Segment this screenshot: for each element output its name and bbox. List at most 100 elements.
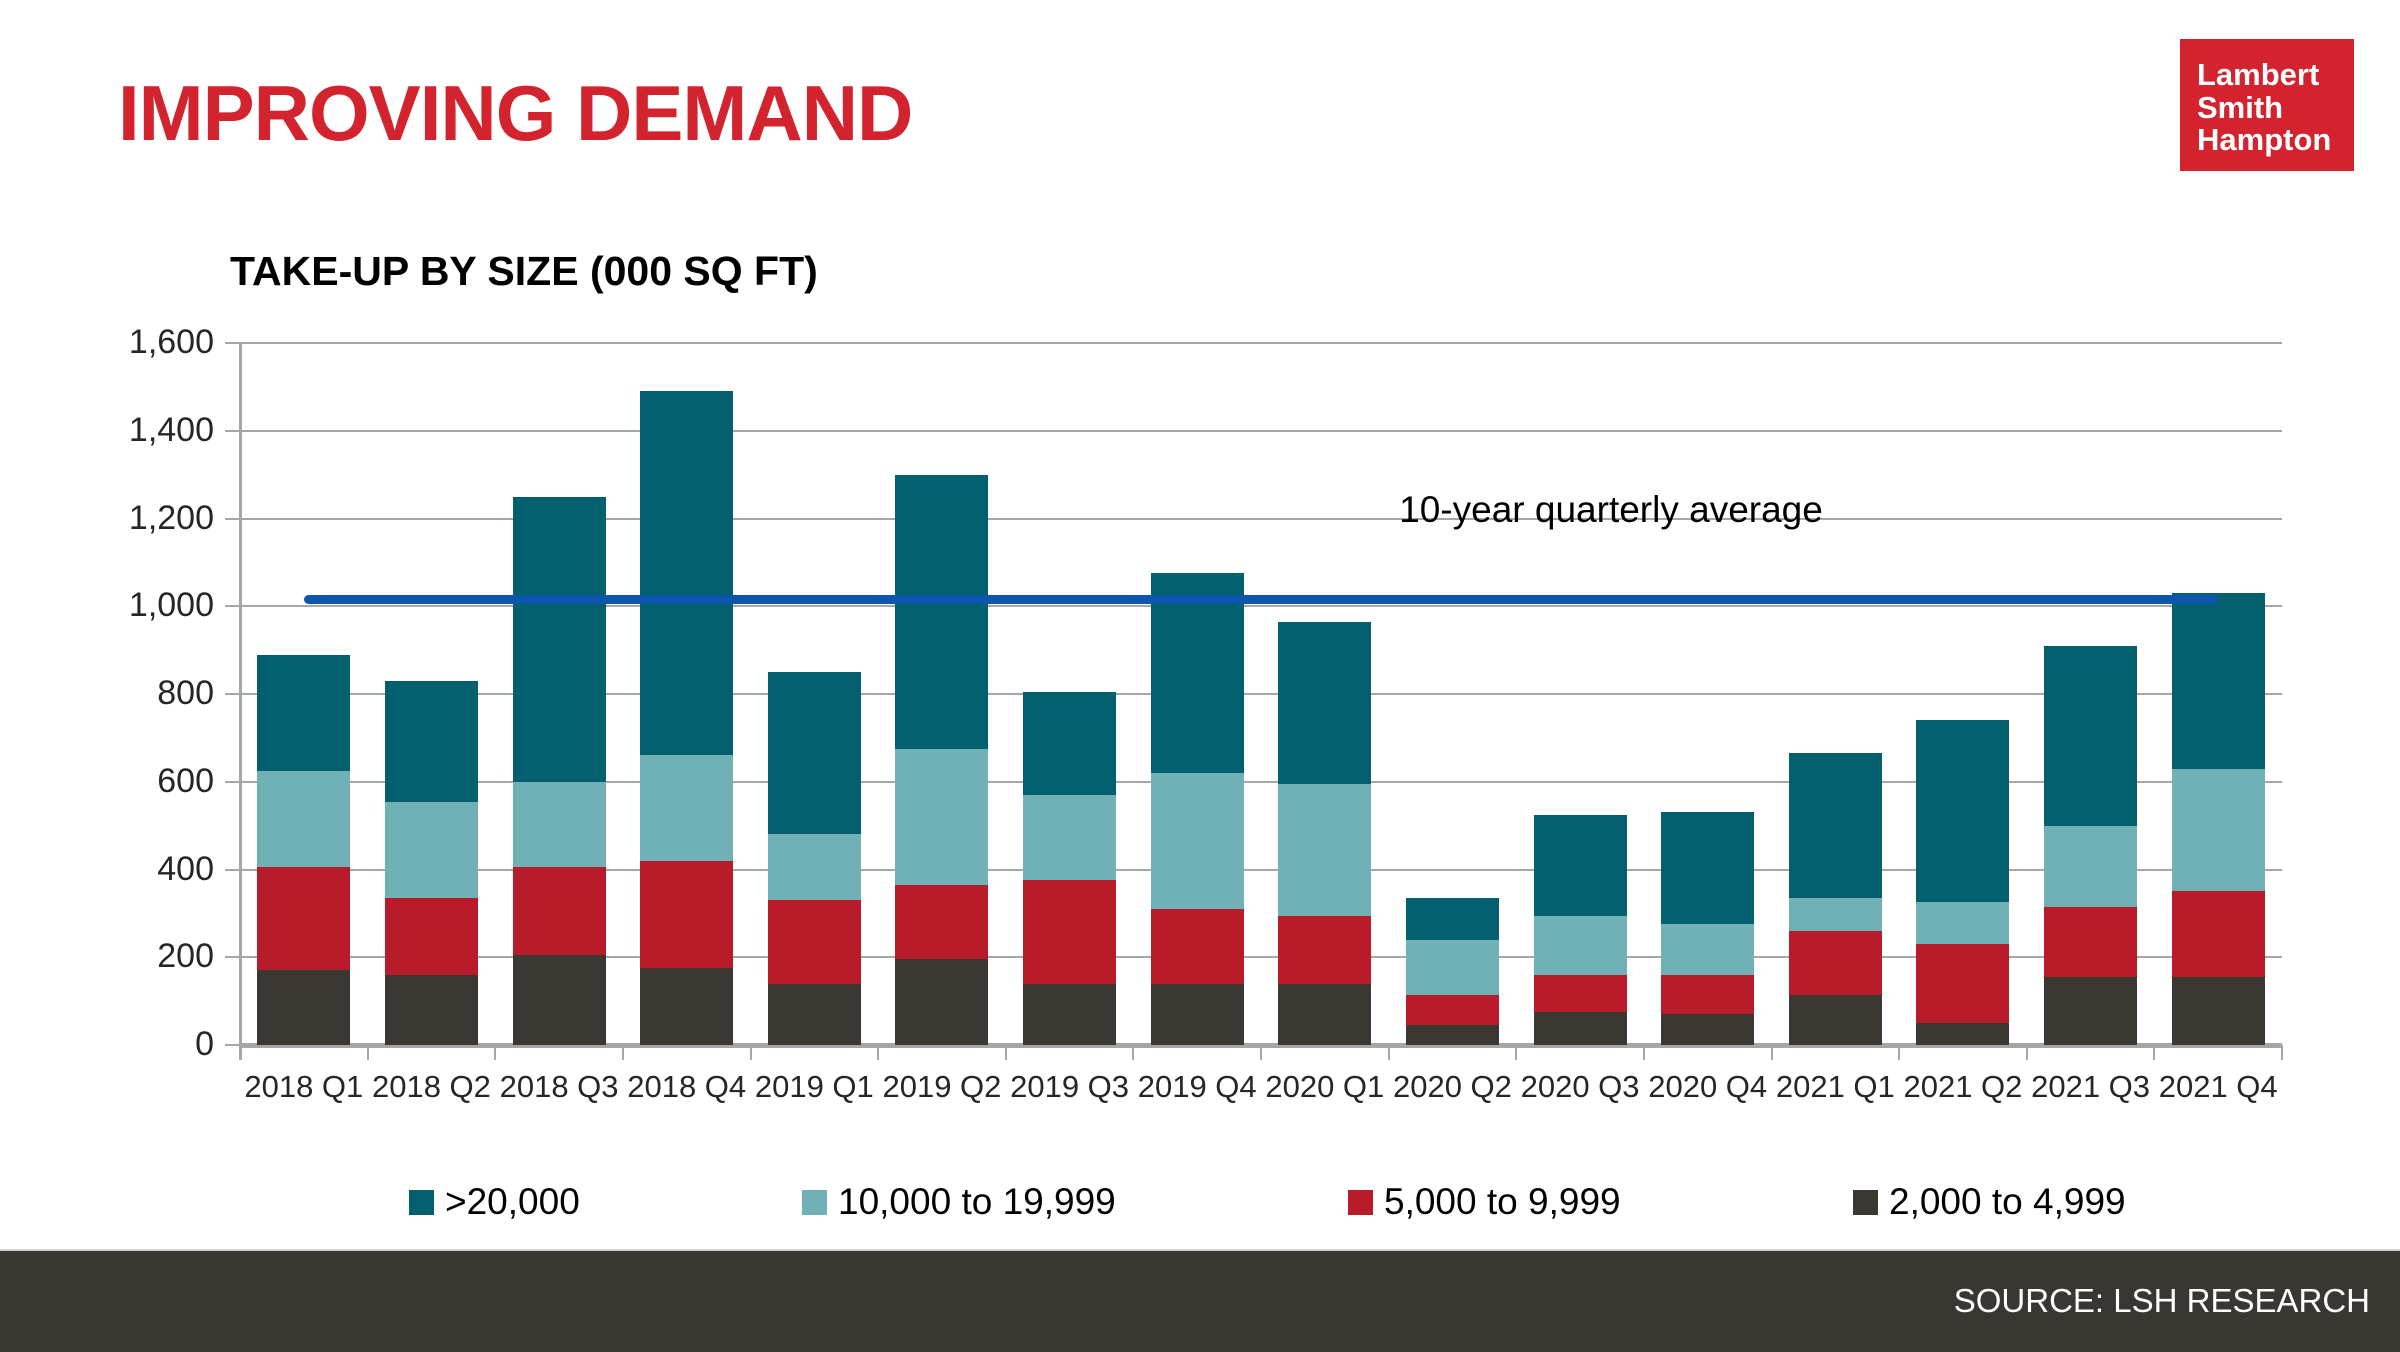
average-line	[303, 595, 2219, 605]
y-tick	[225, 605, 240, 608]
legend-swatch-4	[1853, 1189, 1878, 1215]
x-tick	[749, 1045, 752, 1060]
gridline	[240, 780, 2282, 783]
x-axis-label: 2020 Q4	[1648, 1069, 1768, 1104]
legend-item: 2,000 to 4,999	[1853, 1180, 2126, 1224]
bar-segment	[1788, 753, 1882, 899]
y-axis-label: 1,200	[128, 498, 214, 537]
x-tick	[1260, 1045, 1262, 1060]
bar-segment	[767, 672, 861, 835]
bar-segment	[1023, 794, 1117, 881]
x-tick	[366, 1045, 369, 1060]
bar-segment	[1788, 898, 1882, 931]
x-tick	[1770, 1045, 1773, 1060]
legend-swatch-2	[802, 1189, 827, 1215]
bar-segment	[1150, 773, 1244, 909]
bar-segment	[1916, 944, 2010, 1024]
bar-segment	[1150, 573, 1244, 773]
bar-segment	[895, 748, 989, 885]
plot-area: 10-year quarterly average 0 200 400 600 800 1…	[129, 323, 2283, 1104]
x-tick	[1898, 1045, 1901, 1060]
x-axis-label: 2018 Q4	[627, 1069, 747, 1104]
bar-segment	[1661, 812, 1755, 925]
chart-title: TAKE-UP BY SIZE (000 SQ FT)	[230, 248, 818, 294]
x-axis-label: 2021 Q2	[1903, 1069, 2023, 1104]
bar-segment	[1023, 983, 1117, 1045]
gridline	[240, 1042, 2282, 1048]
y-axis-label: 1,000	[128, 586, 214, 625]
bar-segment	[1916, 902, 2010, 945]
bar-segment	[2044, 977, 2138, 1045]
y-axis-label: 600	[157, 761, 214, 800]
y-axis-line	[239, 343, 242, 1060]
bar-segment	[2171, 977, 2265, 1045]
bar-segment	[1405, 994, 1499, 1026]
bar-segment	[384, 898, 478, 975]
legend-label: 10,000 to 19,999	[838, 1181, 1116, 1222]
bar-segment	[1533, 1012, 1627, 1045]
bar-segment	[640, 755, 734, 861]
gridline	[240, 517, 2282, 520]
x-axis-label: 2020 Q3	[1520, 1069, 1640, 1104]
x-axis-label: 2020 Q2	[1392, 1069, 1512, 1104]
x-axis-label: 2018 Q1	[244, 1069, 364, 1104]
gridline	[240, 868, 2282, 871]
gridline	[240, 429, 2282, 432]
bar-segment	[512, 867, 606, 956]
x-tick	[1387, 1045, 1390, 1060]
bar-segment	[257, 970, 351, 1045]
y-axis-label: 800	[157, 674, 214, 712]
bar-segment	[895, 474, 989, 749]
bar-segment	[1405, 898, 1499, 940]
y-axis-label: 1,400	[128, 410, 214, 449]
bar-segment	[1150, 983, 1244, 1045]
gridline	[240, 693, 2282, 695]
legend-label: >20,000	[445, 1181, 580, 1222]
bar-segment	[512, 781, 606, 868]
legend: >20,000 10,000 to 19,999 5,000 to 9,999 2,0…	[0, 1180, 2400, 1224]
bar-segment	[1278, 783, 1372, 916]
legend-item: >20,000	[409, 1180, 580, 1224]
x-tick	[877, 1045, 880, 1060]
y-tick	[225, 693, 240, 695]
bar-segment	[384, 680, 478, 802]
bar-segment	[1023, 880, 1117, 984]
x-tick	[2025, 1045, 2028, 1060]
x-axis-label: 2018 Q3	[499, 1069, 619, 1104]
bar-segment	[1788, 994, 1882, 1045]
y-tick	[225, 429, 240, 432]
lsh-logo: Lambert Smith Hampton	[2180, 39, 2354, 171]
y-tick	[225, 517, 240, 520]
gridline	[240, 342, 2282, 344]
bar-segment	[2044, 906, 2138, 977]
bar-segment	[895, 884, 989, 960]
bar-segment	[640, 860, 734, 969]
bar-segment	[512, 955, 606, 1045]
bar-segment	[1661, 974, 1755, 1015]
bar-segment	[257, 770, 351, 868]
gridline	[240, 605, 2282, 608]
x-axis-label: 2019 Q2	[882, 1069, 1002, 1104]
bar-segment	[2044, 825, 2138, 907]
bar-segment	[1405, 939, 1499, 995]
average-line-label: 10-year quarterly average	[1399, 489, 1823, 530]
bar-segment	[1405, 1025, 1499, 1045]
x-tick	[2153, 1045, 2156, 1060]
bar-segment	[1788, 930, 1882, 995]
bar-segment	[1916, 1023, 2010, 1045]
bar-segment	[2171, 593, 2265, 769]
y-tick	[225, 342, 240, 344]
legend-label: 5,000 to 9,999	[1384, 1181, 1621, 1222]
x-tick	[1642, 1045, 1645, 1060]
x-axis-label: 2019 Q4	[1137, 1069, 1257, 1104]
x-tick	[621, 1045, 624, 1060]
bar-segment	[1278, 621, 1372, 784]
bar-segment	[384, 974, 478, 1045]
x-tick	[1004, 1045, 1007, 1060]
bar-segment	[1150, 909, 1244, 984]
legend-swatch-1	[409, 1189, 434, 1215]
y-tick	[225, 868, 240, 871]
y-axis-label: 200	[157, 937, 214, 976]
logo-line-3: Hampton	[2197, 122, 2332, 158]
bar-segment	[384, 801, 478, 899]
